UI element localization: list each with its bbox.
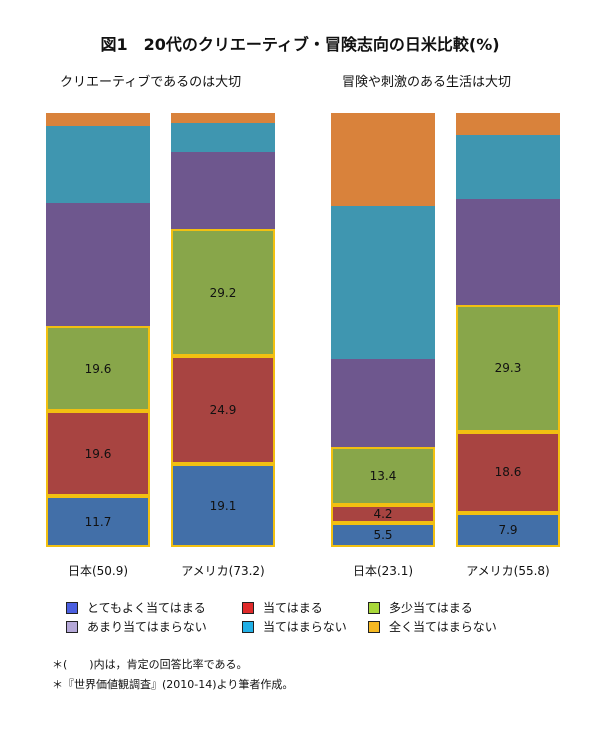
bar-segment xyxy=(46,126,150,204)
legend-item: 全く当てはまらない xyxy=(368,618,497,635)
bar-segment xyxy=(171,113,275,124)
bar-segment xyxy=(46,203,150,327)
chart-title: 図1 20代のクリエーティブ・冒険志向の日米比較(%) xyxy=(100,35,500,54)
bar-segment xyxy=(331,113,435,206)
legend-swatch-icon xyxy=(66,620,78,633)
bar-japan-adventure: 5.5 4.2 13.4 xyxy=(331,113,435,547)
bar-segment: 5.5 xyxy=(331,523,435,547)
footnote-2: ＊『世界価値観調査』(2010-14)より筆者作成。 xyxy=(52,678,294,691)
legend: とてもよく当てはまる 当てはまる 多少当てはまる あまり当てはまらない 当てはま… xyxy=(66,598,497,636)
bar-segment: 19.6 xyxy=(46,411,150,497)
bar-segment: 7.9 xyxy=(456,512,560,547)
bar-segment xyxy=(456,113,560,136)
bar-usa-adventure: 7.9 18.6 29.3 xyxy=(456,113,560,547)
legend-swatch-icon xyxy=(66,601,78,614)
x-label-usa-creative: アメリカ(73.2) xyxy=(181,564,265,578)
bar-segment: 18.6 xyxy=(456,432,560,513)
bar-usa-creative: 19.1 24.9 29.2 xyxy=(171,113,275,547)
bar-segment xyxy=(331,358,435,447)
bar-segment: 11.7 xyxy=(46,496,150,547)
bar-segment: 29.3 xyxy=(456,304,560,432)
legend-swatch-icon xyxy=(242,620,254,633)
bar-segment: 24.9 xyxy=(171,356,275,465)
legend-swatch-icon xyxy=(368,601,380,614)
legend-item: 多少当てはまる xyxy=(368,599,473,616)
bar-segment: 4.2 xyxy=(331,504,435,524)
bar-segment: 13.4 xyxy=(331,446,435,505)
x-label-usa-adventure: アメリカ(55.8) xyxy=(466,564,550,578)
bar-segment xyxy=(171,123,275,152)
legend-item: 当てはまる xyxy=(242,599,368,616)
legend-item: 当てはまらない xyxy=(242,618,368,635)
bar-segment xyxy=(456,135,560,200)
legend-swatch-icon xyxy=(368,620,380,633)
legend-swatch-icon xyxy=(242,601,254,614)
bar-segment xyxy=(46,113,150,127)
bar-segment: 19.6 xyxy=(46,326,150,412)
x-label-japan-creative: 日本(50.9) xyxy=(67,564,129,578)
bar-segment: 29.2 xyxy=(171,229,275,357)
bar-segment: 19.1 xyxy=(171,464,275,547)
bar-segment xyxy=(331,205,435,359)
bar-segment xyxy=(456,199,560,305)
bar-japan-creative: 11.7 19.6 19.6 xyxy=(46,113,150,547)
legend-item: とてもよく当てはまる xyxy=(66,599,242,616)
panel-title-creative: クリエーティブであるのは大切 xyxy=(60,75,242,90)
footnote-1: ＊( )内は，肯定の回答比率である。 xyxy=(52,658,248,671)
x-label-japan-adventure: 日本(23.1) xyxy=(352,564,414,578)
legend-item: あまり当てはまらない xyxy=(66,618,242,635)
bar-segment xyxy=(171,151,275,230)
panel-title-adventure: 冒険や刺激のある生活は大切 xyxy=(342,75,512,90)
